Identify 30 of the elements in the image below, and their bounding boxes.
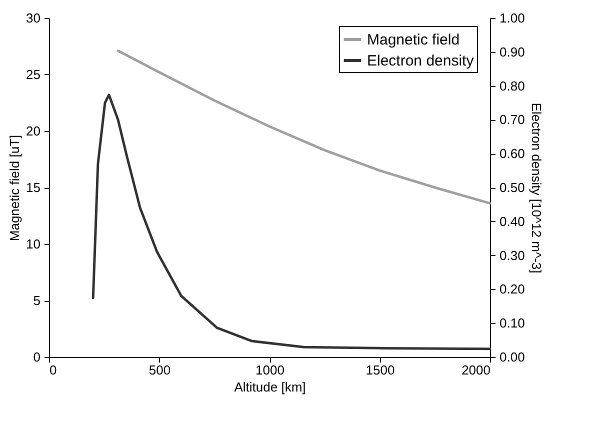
line-series <box>92 94 492 350</box>
y2-tick-label: 0.10 <box>500 316 525 331</box>
y-tick-label: 5 <box>33 293 40 308</box>
y-tick-label: 0 <box>33 350 40 364</box>
y2-tick-label: 0.70 <box>500 112 525 128</box>
y2-tick-label: 1.00 <box>500 10 525 26</box>
y-tick-label: 15 <box>26 180 40 195</box>
y2-tick-label: 0.60 <box>500 146 525 162</box>
x-tick-label: 2000 <box>462 362 490 378</box>
y2-tick-label: 0.30 <box>500 248 525 263</box>
y2-tick-label: 0.00 <box>500 350 525 364</box>
x-tick-label: 0 <box>50 362 57 378</box>
y-tick-label: 30 <box>26 10 40 26</box>
y2-tick-label: 0.50 <box>500 180 525 195</box>
y-tick-label: 10 <box>26 236 40 252</box>
y2-tick-label: 0.20 <box>500 282 525 297</box>
y-tick-label: 20 <box>26 124 40 138</box>
y2-axis-title: Electron density [10^12 m^-3] <box>528 102 544 274</box>
x-tick-label: 1000 <box>256 362 284 378</box>
y-tick-label: 25 <box>26 67 40 82</box>
y-axis-title: Magnetic field [uT] <box>7 134 22 242</box>
y2-tick-label: 0.40 <box>500 214 525 229</box>
y2-tick-label: 0.90 <box>500 44 525 60</box>
x-tick-label: 500 <box>148 362 171 378</box>
line-series <box>116 50 492 205</box>
y2-tick-label: 0.80 <box>500 78 525 94</box>
x-tick-label: 1500 <box>366 362 395 378</box>
x-axis-title: Altitude [km] <box>234 380 306 394</box>
legend-label: Magnetic field <box>367 32 460 48</box>
legend-label: Electron density <box>367 52 474 70</box>
